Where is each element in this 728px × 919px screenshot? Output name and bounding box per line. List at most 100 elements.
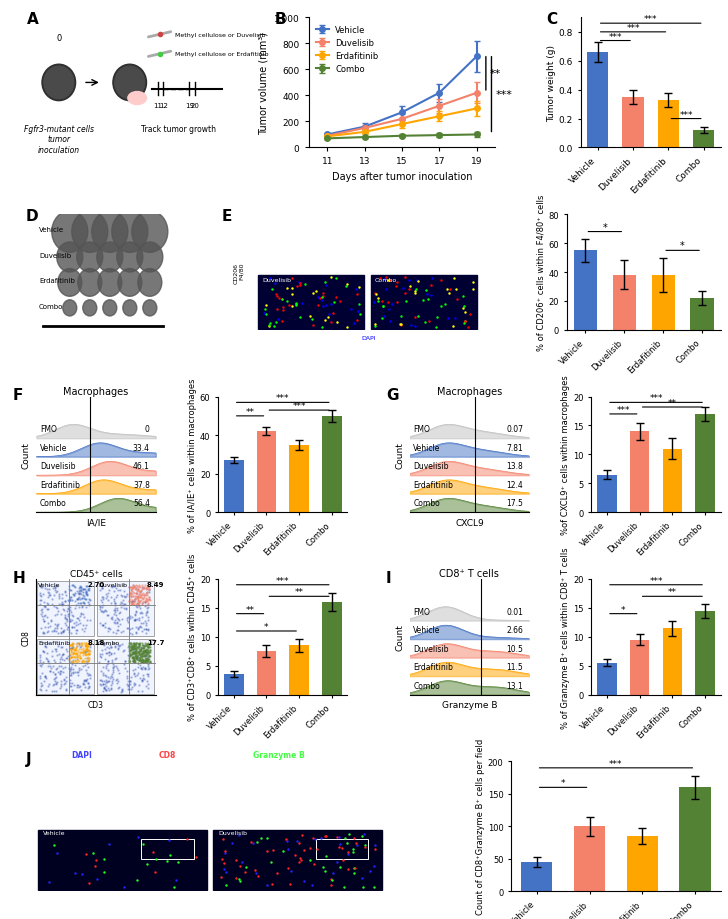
Text: **: ** xyxy=(668,587,677,596)
Point xyxy=(134,590,146,605)
Point xyxy=(130,608,141,623)
Point xyxy=(41,652,53,667)
Point xyxy=(79,610,90,625)
Point xyxy=(72,596,84,610)
Point xyxy=(103,675,115,689)
Point xyxy=(77,585,89,600)
Point xyxy=(130,643,141,658)
Text: CD206
F4/80: CD206 F4/80 xyxy=(233,262,244,283)
Point xyxy=(143,653,154,668)
Bar xyxy=(695,611,715,695)
Point xyxy=(132,622,144,637)
Point xyxy=(132,593,144,607)
Point xyxy=(143,652,154,667)
Point xyxy=(72,585,84,600)
Point xyxy=(138,644,150,659)
Text: 0.01: 0.01 xyxy=(506,607,523,616)
Point xyxy=(39,615,50,630)
Point xyxy=(57,597,68,612)
Bar xyxy=(322,416,341,513)
Point xyxy=(55,607,67,622)
Point xyxy=(60,588,71,603)
Point xyxy=(136,578,148,593)
Point xyxy=(127,654,138,669)
Point xyxy=(111,661,122,675)
Point xyxy=(36,677,47,692)
Y-axis label: % of CD206⁺ cells within F4/80⁺ cells: % of CD206⁺ cells within F4/80⁺ cells xyxy=(537,195,546,351)
Point xyxy=(103,624,114,639)
Point xyxy=(68,643,80,658)
Point xyxy=(135,583,147,597)
Point xyxy=(61,614,73,629)
Point xyxy=(130,649,142,664)
Point xyxy=(127,640,139,654)
Point xyxy=(81,638,92,652)
Point xyxy=(130,580,141,595)
Point xyxy=(143,613,154,628)
Point xyxy=(133,645,145,660)
Point xyxy=(143,681,154,696)
Point xyxy=(124,587,135,602)
Point xyxy=(141,649,153,664)
Point xyxy=(137,654,149,669)
Point xyxy=(50,584,62,599)
Point xyxy=(82,681,94,696)
Point xyxy=(121,671,132,686)
Point xyxy=(119,590,130,605)
Text: Vehicle: Vehicle xyxy=(40,443,68,452)
Point xyxy=(80,584,92,599)
Point xyxy=(65,642,76,657)
Point xyxy=(37,643,49,658)
Point xyxy=(129,579,141,594)
Point xyxy=(136,653,148,668)
Point xyxy=(68,646,79,661)
Point xyxy=(143,650,155,664)
Point xyxy=(108,636,120,651)
Text: Duvelisib: Duvelisib xyxy=(414,644,448,652)
Point xyxy=(73,652,84,667)
Text: 13.8: 13.8 xyxy=(507,461,523,471)
Point xyxy=(106,675,117,690)
Point xyxy=(52,626,64,641)
Point xyxy=(109,613,121,628)
Point xyxy=(34,655,46,670)
Point xyxy=(41,641,52,655)
Point xyxy=(97,684,108,698)
Point xyxy=(135,619,147,634)
Text: Track tumor growth: Track tumor growth xyxy=(141,125,215,134)
Ellipse shape xyxy=(92,211,128,253)
Bar xyxy=(587,53,609,148)
Point xyxy=(130,585,141,600)
Point xyxy=(141,678,152,693)
Point xyxy=(56,598,68,613)
Text: Combo: Combo xyxy=(218,895,240,901)
Point xyxy=(127,597,139,612)
Point xyxy=(143,641,154,655)
Point xyxy=(107,660,119,675)
Point xyxy=(129,596,141,611)
Point xyxy=(127,596,139,610)
Text: Vehicle: Vehicle xyxy=(38,583,60,587)
Point xyxy=(137,586,149,601)
Point xyxy=(132,592,143,607)
Point xyxy=(82,637,93,652)
Text: 10.5: 10.5 xyxy=(506,644,523,652)
Point xyxy=(138,645,149,660)
Text: DAPI: DAPI xyxy=(71,751,92,760)
Point xyxy=(82,639,94,653)
Point xyxy=(74,583,86,597)
Point xyxy=(134,653,146,668)
Point xyxy=(140,662,151,676)
Point xyxy=(133,584,145,598)
Point xyxy=(132,621,143,636)
Point xyxy=(127,654,139,669)
Point xyxy=(140,596,151,610)
Point xyxy=(82,642,93,657)
Bar xyxy=(37,582,95,637)
Text: Combo: Combo xyxy=(98,640,120,645)
Point xyxy=(105,640,116,654)
Point xyxy=(132,644,144,659)
Point xyxy=(82,656,93,671)
Point xyxy=(37,644,49,659)
Point xyxy=(132,651,143,665)
